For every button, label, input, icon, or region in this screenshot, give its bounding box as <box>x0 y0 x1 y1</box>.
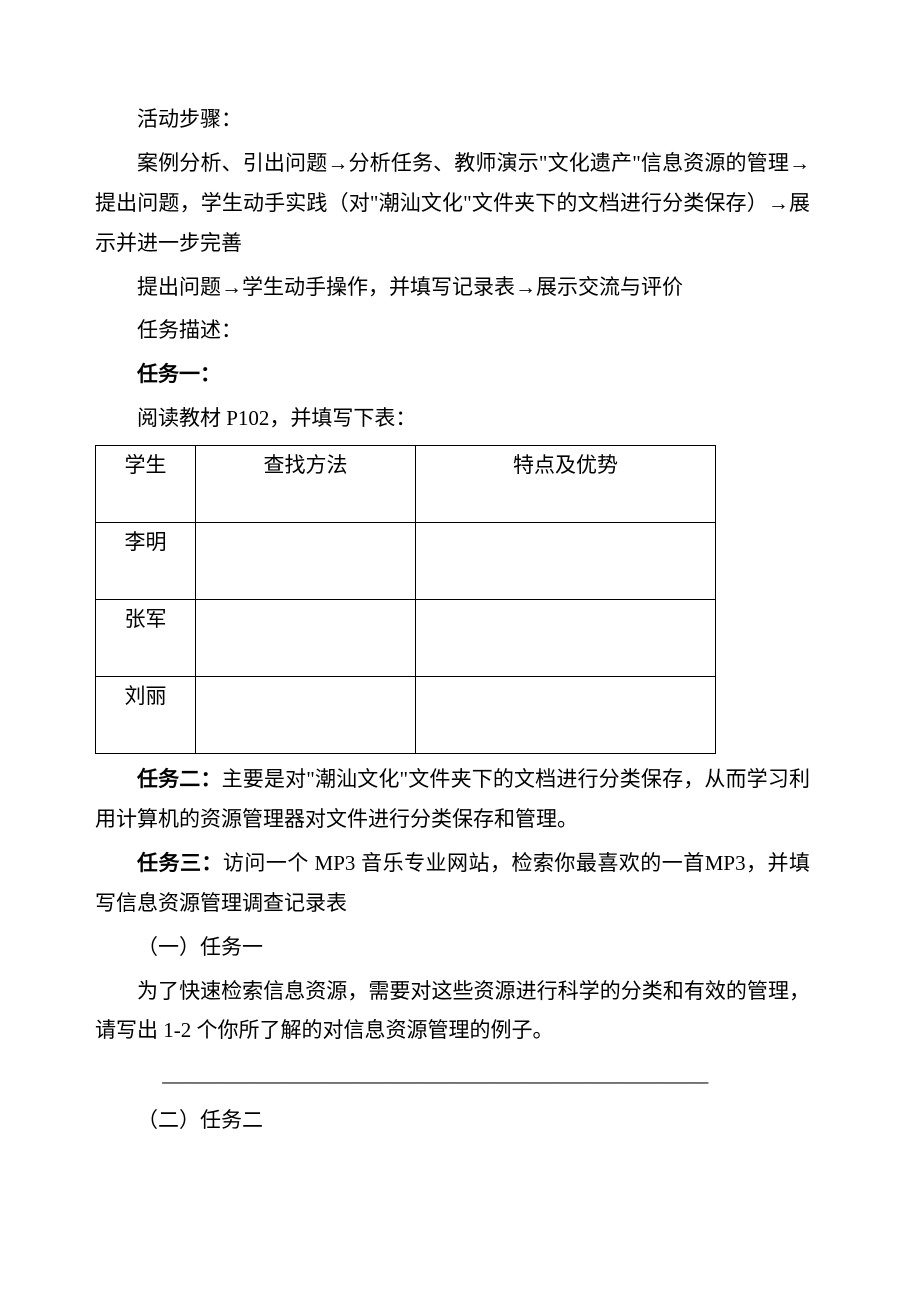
paragraph-activity-steps-flow: 案例分析、引出问题→分析任务、教师演示"文化遗产"信息资源的管理→提出问题，学生… <box>95 144 810 264</box>
heading-task-2: 任务二： <box>137 767 222 791</box>
paragraph-activity-steps-label: 活动步骤： <box>95 100 810 140</box>
cell-method <box>196 600 416 677</box>
cell-student-name: 李明 <box>96 523 196 600</box>
col-header-method: 查找方法 <box>196 446 416 523</box>
task-1-table: 学生 查找方法 特点及优势 李明 张军 刘丽 <box>95 445 716 754</box>
paragraph-task-2: 任务二：主要是对"潮汕文化"文件夹下的文档进行分类保存，从而学习利用计算机的资源… <box>95 760 810 840</box>
cell-student-name: 刘丽 <box>96 677 196 754</box>
cell-feature <box>416 600 716 677</box>
heading-task-3: 任务三： <box>137 851 223 875</box>
table-row: 李明 <box>96 523 716 600</box>
section-1-body: 为了快速检索信息资源，需要对这些资源进行科学的分类和有效的管理，请写出 1-2 … <box>95 972 810 1052</box>
col-header-student: 学生 <box>96 446 196 523</box>
table-row: 刘丽 <box>96 677 716 754</box>
cell-method <box>196 677 416 754</box>
cell-feature <box>416 677 716 754</box>
section-2-heading: （二）任务二 <box>95 1101 810 1141</box>
paragraph-task-3: 任务三：访问一个 MP3 音乐专业网站，检索你最喜欢的一首MP3，并填写信息资源… <box>95 844 810 924</box>
paragraph-task-description-label: 任务描述： <box>95 311 810 351</box>
cell-method <box>196 523 416 600</box>
heading-task-1: 任务一： <box>95 355 810 395</box>
col-header-feature: 特点及优势 <box>416 446 716 523</box>
cell-student-name: 张军 <box>96 600 196 677</box>
table-header-row: 学生 查找方法 特点及优势 <box>96 446 716 523</box>
paragraph-task-1-text: 阅读教材 P102，并填写下表： <box>95 399 810 439</box>
cell-feature <box>416 523 716 600</box>
section-1-heading: （一）任务一 <box>95 928 810 968</box>
document-page: 活动步骤： 案例分析、引出问题→分析任务、教师演示"文化遗产"信息资源的管理→提… <box>0 0 920 1300</box>
table-row: 张军 <box>96 600 716 677</box>
fill-in-blank-line: ________________________________________… <box>95 1055 810 1095</box>
paragraph-activity-steps-flow-2: 提出问题→学生动手操作，并填写记录表→展示交流与评价 <box>95 268 810 308</box>
